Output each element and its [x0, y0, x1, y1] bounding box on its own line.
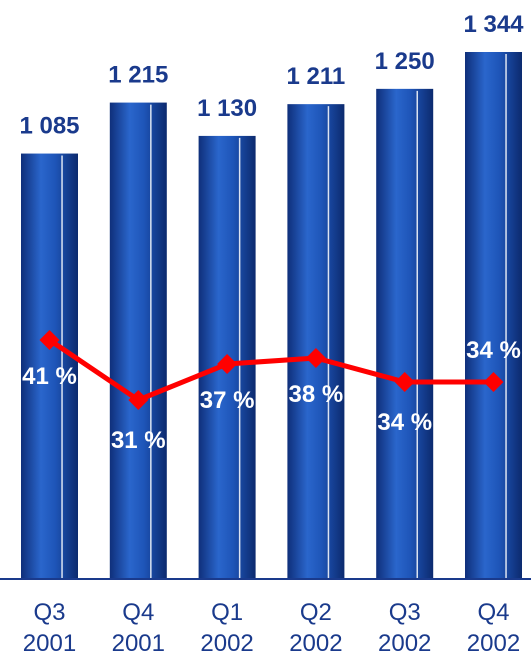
- line-series-group: [39, 330, 504, 410]
- percent-label-3: 38 %: [289, 381, 344, 408]
- x-tick-year-5: 2002: [467, 630, 520, 657]
- bar-value-label-5: 1 344: [463, 11, 524, 38]
- bar-value-label-1: 1 215: [108, 62, 168, 89]
- x-tick-quarter-2: Q1: [211, 599, 243, 626]
- bar-1: [109, 102, 167, 580]
- x-tick-year-0: 2001: [23, 630, 76, 657]
- bar-4: [376, 88, 434, 579]
- x-tick-quarter-0: Q3: [33, 599, 65, 626]
- percent-marker-2: [217, 354, 238, 374]
- percent-label-0: 41 %: [22, 363, 77, 390]
- bars-group: [21, 52, 522, 580]
- bar-5: [465, 52, 522, 579]
- percent-marker-5: [483, 372, 504, 392]
- x-tick-year-1: 2001: [112, 630, 165, 657]
- x-tick-quarter-1: Q4: [122, 599, 154, 626]
- percent-line: [48, 337, 494, 403]
- x-tick-year-2: 2002: [200, 630, 253, 657]
- x-tick-quarter-3: Q2: [300, 599, 332, 626]
- percent-label-4: 34 %: [377, 409, 432, 436]
- x-tick-quarter-5: Q4: [477, 599, 509, 626]
- percent-marker-0: [39, 330, 60, 350]
- bar-value-label-3: 1 211: [287, 63, 346, 90]
- bar-3: [287, 104, 345, 580]
- bar-value-label-0: 1 085: [19, 113, 79, 140]
- x-tick-year-3: 2002: [289, 630, 342, 657]
- percent-label-2: 37 %: [200, 387, 255, 414]
- bar-value-label-4: 1 250: [375, 48, 435, 75]
- percent-marker-3: [305, 348, 326, 368]
- bar-0: [21, 153, 78, 579]
- percent-marker-4: [394, 372, 415, 392]
- percent-label-5: 34 %: [466, 337, 521, 364]
- bar-value-label-2: 1 130: [197, 95, 257, 122]
- labels-group: 1 085 Q3 2001 1 215 Q4 2001 1 130 Q1 2002 1 211 Q2…: [19, 11, 524, 657]
- percent-label-1: 31 %: [111, 427, 166, 454]
- x-tick-quarter-4: Q3: [389, 599, 421, 626]
- percent-marker-1: [128, 390, 149, 410]
- x-tick-year-4: 2002: [378, 630, 431, 657]
